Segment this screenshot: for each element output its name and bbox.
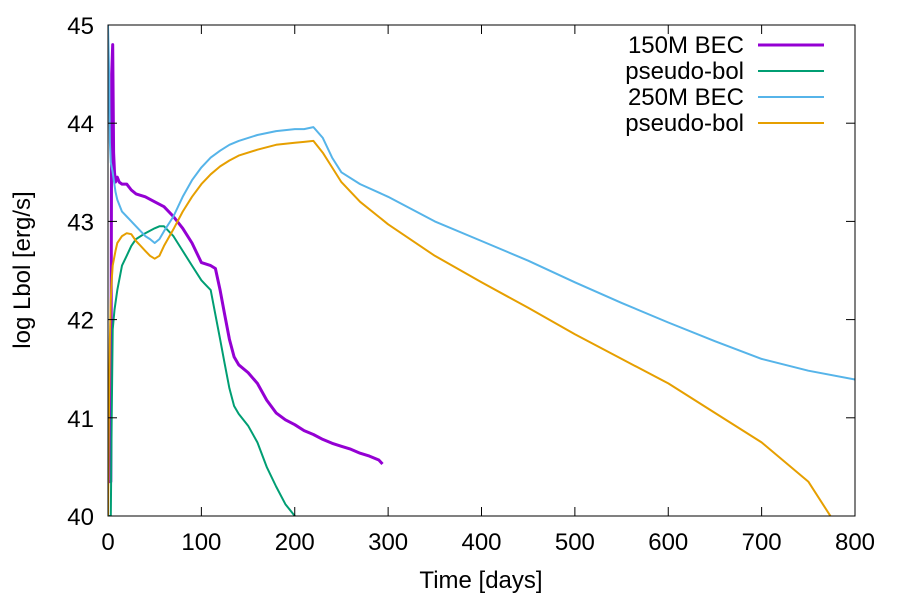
legend-label-1: 150M BEC: [628, 32, 744, 59]
x-tick-label: 400: [461, 529, 501, 556]
legend-label-3: 250M BEC: [628, 84, 744, 111]
x-tick-label: 200: [275, 529, 315, 556]
series-line-3: [108, 25, 855, 381]
x-tick-label: 600: [648, 529, 688, 556]
y-tick-label: 45: [67, 13, 94, 40]
y-tick-label: 43: [67, 209, 94, 236]
y-tick-label: 44: [67, 111, 94, 138]
y-tick-label: 42: [67, 308, 94, 335]
y-tick-label: 41: [67, 406, 94, 433]
series-line-1: [108, 43, 384, 484]
legend-label-4: pseudo-bol: [625, 110, 744, 137]
x-tick-label: 300: [368, 529, 408, 556]
x-axis-label: Time [days]: [419, 567, 542, 594]
x-tick-label: 700: [742, 529, 782, 556]
legend-label-2: pseudo-bol: [625, 58, 744, 85]
x-tick-label: 100: [181, 529, 221, 556]
x-tick-label: 800: [835, 529, 875, 556]
x-tick-label: 500: [555, 529, 595, 556]
series-line-4: [108, 139, 832, 516]
series-layer: [108, 25, 855, 516]
x-tick-label: 0: [101, 529, 114, 556]
y-tick-label: 40: [67, 504, 94, 531]
series-line-2: [108, 225, 296, 516]
ticks-layer: 0 100 200 300 400 500 600 700 800 40 41 42 43 44 45: [67, 13, 875, 556]
y-axis-label: log Lbol [erg/s]: [9, 191, 36, 348]
